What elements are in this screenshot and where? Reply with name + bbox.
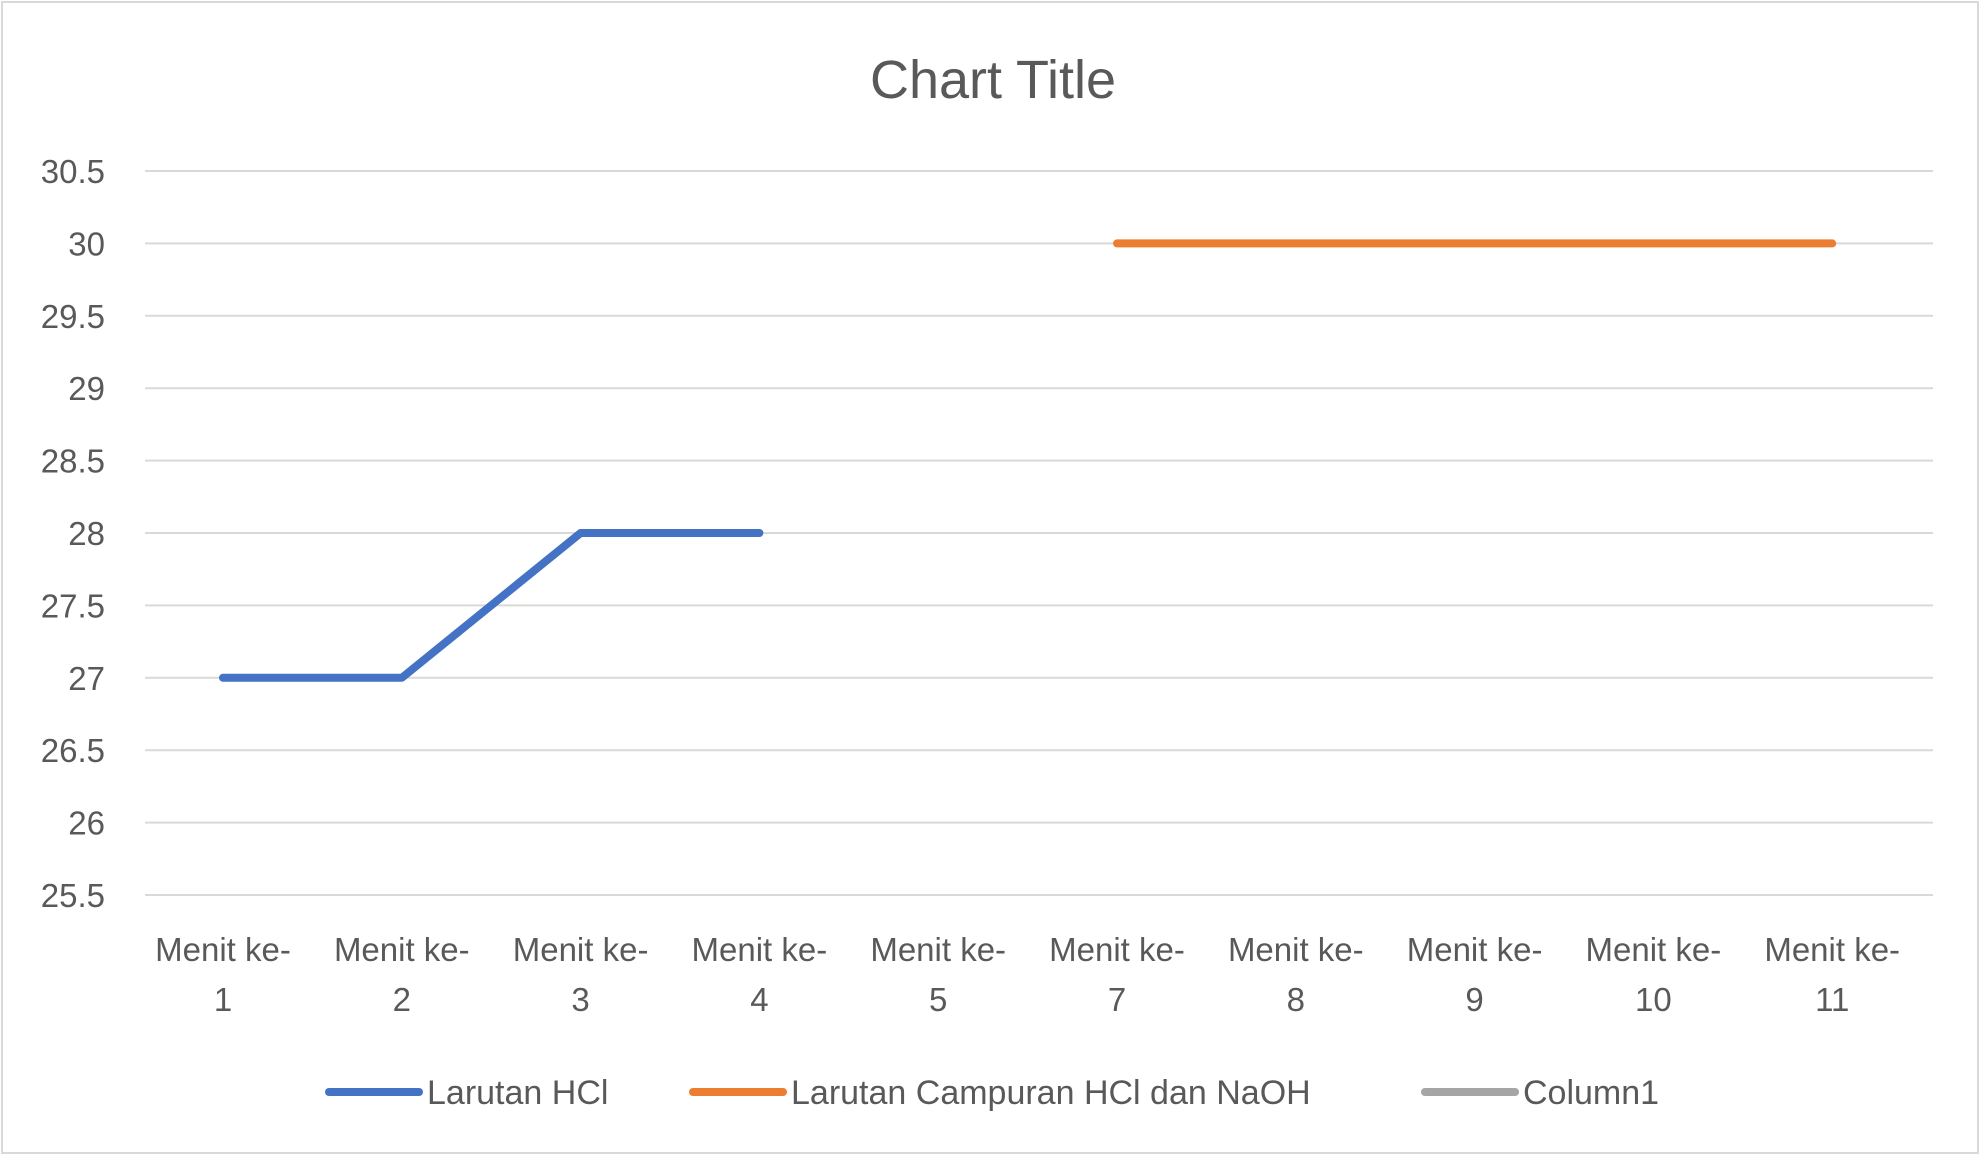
x-tick-label-number: 10	[1635, 981, 1672, 1018]
x-tick-label-number: 11	[1815, 981, 1849, 1018]
x-tick-label: Menit ke-	[1764, 931, 1900, 968]
x-tick-label-number: 5	[929, 981, 947, 1018]
x-tick-label-number: 9	[1465, 981, 1483, 1018]
y-tick-label: 29.5	[41, 298, 105, 335]
chart-title: Chart Title	[870, 50, 1116, 110]
y-tick-label: 28.5	[41, 443, 105, 480]
y-tick-label: 28	[68, 515, 105, 552]
x-tick-label-number: 1	[214, 981, 232, 1018]
legend: Larutan HCl Larutan Campuran HCl dan NaOH…	[325, 1074, 1659, 1112]
legend-label: Larutan Campuran HCl dan NaOH	[791, 1074, 1311, 1112]
x-tick-label: Menit ke-	[334, 931, 470, 968]
y-tick-label: 30.5	[41, 153, 105, 190]
legend-label: Column1	[1523, 1074, 1659, 1112]
y-tick-label: 27.5	[41, 587, 105, 624]
y-tick-label: 30	[68, 225, 105, 262]
x-tick-label: Menit ke-	[1228, 931, 1364, 968]
x-tick-label: Menit ke-	[155, 931, 291, 968]
legend-label: Larutan HCl	[427, 1074, 608, 1112]
y-tick-label: 29	[68, 370, 105, 407]
x-tick-label-number: 2	[393, 981, 411, 1018]
x-tick-label-number: 4	[750, 981, 768, 1018]
y-tick-label: 27	[68, 660, 105, 697]
x-tick-label: Menit ke-	[692, 931, 828, 968]
x-tick-label: Menit ke-	[1407, 931, 1543, 968]
x-tick-label-number: 3	[571, 981, 589, 1018]
y-tick-label: 26.5	[41, 732, 105, 769]
x-tick-label: Menit ke-	[870, 931, 1006, 968]
series-line	[219, 529, 764, 682]
series-lines	[219, 239, 1837, 682]
y-tick-label: 26	[68, 805, 105, 842]
gridlines	[145, 170, 1933, 896]
x-tick-label: Menit ke-	[1049, 931, 1185, 968]
line-chart: Chart Title 25.52626.52727.52828.52929.5…	[41, 50, 1933, 1112]
y-axis-ticks: 25.5 26 26.5 27 27.5 28 28.5 29 29.5 30 30.5	[41, 153, 105, 914]
x-tick-label-number: 7	[1108, 981, 1126, 1018]
x-tick-label: Menit ke-	[513, 931, 649, 968]
x-axis-ticks: Menit ke- 1 Menit ke- 2 Menit ke- 3 Menit ke- 4…	[155, 931, 1900, 1018]
x-tick-label-number: 8	[1287, 981, 1305, 1018]
y-tick-label: 25.5	[41, 877, 105, 914]
x-tick-label: Menit ke-	[1586, 931, 1722, 968]
